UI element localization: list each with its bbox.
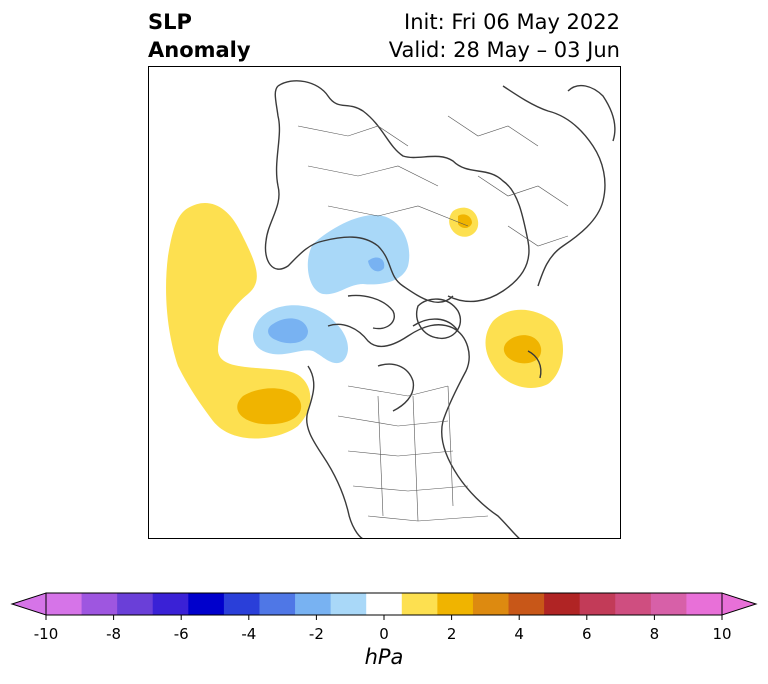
colorbar-swatch <box>686 593 723 615</box>
colorbar-swatch <box>223 593 260 615</box>
colorbar-swatch <box>508 593 545 615</box>
colorbar-tick-label: 6 <box>582 625 592 643</box>
negative-anomaly-alaska-core <box>268 318 308 344</box>
map-panel <box>148 66 621 539</box>
colorbar-min-extend <box>10 592 47 616</box>
map-title-dates: Init: Fri 06 May 2022 Valid: 28 May – 03… <box>389 8 620 64</box>
colorbar-swatch <box>437 593 474 615</box>
negative-anomaly-arctic <box>307 215 410 295</box>
colorbar-swatch <box>188 593 225 615</box>
colorbar-swatch <box>401 593 438 615</box>
positive-anomaly-pacific-core <box>237 388 302 425</box>
country-borders <box>297 115 569 522</box>
colorbar-swatch <box>152 593 189 615</box>
colorbar-swatch <box>46 593 83 615</box>
negative-anomaly-arctic-core <box>368 257 385 272</box>
colorbar-swatch <box>259 593 296 615</box>
title-variable-line2: Anomaly <box>148 38 251 62</box>
colorbar-tick-label: -2 <box>309 625 324 643</box>
positive-anomaly-siberia-core <box>458 214 472 229</box>
colorbar-tick-label: 4 <box>514 625 524 643</box>
colorbar-swatch <box>330 593 367 615</box>
colorbar-tick-label: -8 <box>106 625 121 643</box>
colorbar-swatch <box>81 593 118 615</box>
valid-period: Valid: 28 May – 03 Jun <box>388 38 620 62</box>
map-frame <box>148 66 621 539</box>
colorbar-swatch <box>650 593 687 615</box>
title-variable-line1: SLP <box>148 10 192 34</box>
colorbar-swatch <box>579 593 616 615</box>
colorbar-swatch <box>366 593 403 615</box>
map-title-variable: SLP Anomaly <box>148 8 251 64</box>
colorbar-swatch <box>472 593 510 615</box>
anomaly-contours <box>166 202 564 439</box>
colorbar-swatch <box>295 593 332 615</box>
positive-anomaly-pacific <box>166 202 311 439</box>
colorbar-tick-label: 10 <box>712 625 731 643</box>
coastlines <box>264 80 616 539</box>
colorbar-tick-label: -6 <box>174 625 189 643</box>
colorbar-tick-label: 0 <box>379 625 389 643</box>
colorbar-swatch <box>544 593 581 615</box>
colorbar-tick-label: 8 <box>650 625 660 643</box>
init-date: Init: Fri 06 May 2022 <box>404 10 620 34</box>
colorbar: -10 -8 -6 -4 -2 0 2 4 6 8 10 <box>10 592 758 643</box>
positive-anomaly-atlantic-core <box>503 335 542 364</box>
colorbar-max-extend <box>721 592 758 616</box>
colorbar-swatch <box>117 593 154 615</box>
colorbar-tick-label: -10 <box>34 625 59 643</box>
colorbar-tick-label: 2 <box>447 625 457 643</box>
colorbar-swatch <box>615 593 652 615</box>
colorbar-unit-label: hPa <box>364 645 404 669</box>
colorbar-tick-label: -4 <box>241 625 256 643</box>
